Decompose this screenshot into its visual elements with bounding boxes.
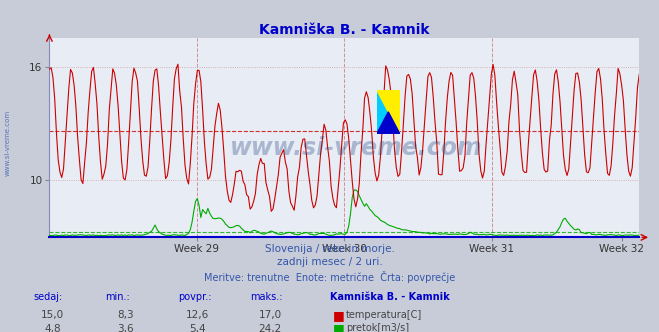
Text: pretok[m3/s]: pretok[m3/s] [346, 323, 409, 332]
Text: ■: ■ [333, 322, 345, 332]
Polygon shape [377, 90, 400, 134]
Text: temperatura[C]: temperatura[C] [346, 310, 422, 320]
Text: 15,0: 15,0 [41, 310, 65, 320]
Title: Kamniška B. - Kamnik: Kamniška B. - Kamnik [259, 23, 430, 37]
Text: www.si-vreme.com: www.si-vreme.com [5, 110, 11, 176]
Text: www.si-vreme.com: www.si-vreme.com [230, 136, 482, 160]
Text: sedaj:: sedaj: [33, 292, 62, 302]
Text: povpr.:: povpr.: [178, 292, 212, 302]
Text: 12,6: 12,6 [186, 310, 210, 320]
Text: maks.:: maks.: [250, 292, 283, 302]
Polygon shape [377, 112, 400, 134]
Text: Slovenija / reke in morje.: Slovenija / reke in morje. [264, 244, 395, 254]
Text: 8,3: 8,3 [117, 310, 134, 320]
Text: min.:: min.: [105, 292, 130, 302]
Text: 4,8: 4,8 [44, 324, 61, 332]
Text: Kamniška B. - Kamnik: Kamniška B. - Kamnik [330, 292, 449, 302]
Polygon shape [377, 90, 400, 134]
Text: Meritve: trenutne  Enote: metrične  Črta: povprečje: Meritve: trenutne Enote: metrične Črta: … [204, 271, 455, 283]
Text: zadnji mesec / 2 uri.: zadnji mesec / 2 uri. [277, 257, 382, 267]
Text: ■: ■ [333, 309, 345, 322]
Text: 5,4: 5,4 [189, 324, 206, 332]
Text: 24,2: 24,2 [258, 324, 282, 332]
Text: 17,0: 17,0 [258, 310, 282, 320]
Text: 3,6: 3,6 [117, 324, 134, 332]
